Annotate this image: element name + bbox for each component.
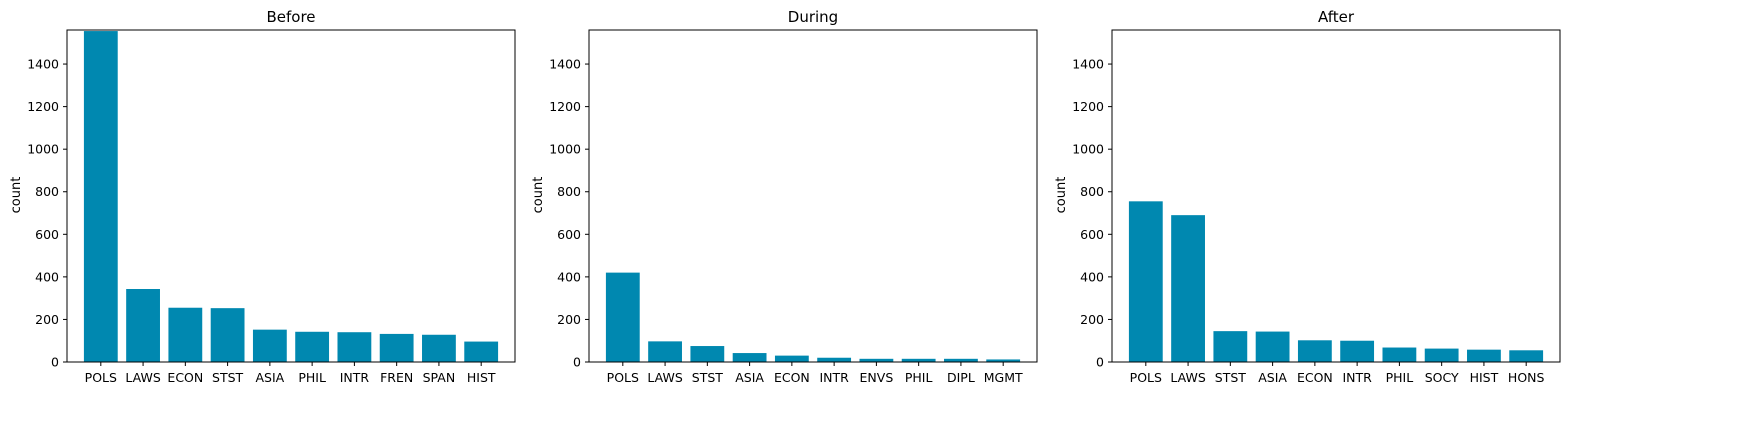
- x-tick-label: LAWS: [125, 370, 160, 385]
- x-tick-label: DIPL: [947, 370, 975, 385]
- y-tick-label: 400: [35, 269, 59, 284]
- y-axis-label: count: [531, 177, 546, 214]
- bar-hons: [1509, 350, 1544, 362]
- x-tick-label: ASIA: [1258, 370, 1287, 385]
- bar-laws: [126, 289, 160, 362]
- y-tick-label: 1400: [1072, 57, 1104, 72]
- y-tick-label: 1000: [549, 142, 581, 157]
- y-tick-label: 1400: [549, 57, 581, 72]
- bar-phil: [1382, 347, 1417, 362]
- x-tick-label: ENVS: [860, 370, 894, 385]
- y-tick-label: 200: [557, 312, 581, 327]
- x-tick-label: STST: [692, 370, 724, 385]
- chart-title: After: [1318, 8, 1355, 26]
- bar-phil: [901, 358, 936, 362]
- y-tick-label: 800: [1080, 184, 1104, 199]
- bar-stst: [210, 308, 245, 362]
- plot-frame: [588, 29, 1038, 363]
- bar-hist: [1467, 349, 1501, 362]
- y-tick-label: 1200: [27, 99, 59, 114]
- bar-econ: [774, 355, 809, 362]
- bar-mgmt: [986, 359, 1021, 362]
- y-tick-label: 1000: [27, 142, 59, 157]
- y-tick-label: 200: [1080, 312, 1104, 327]
- bar-pols: [83, 31, 118, 363]
- bar-hist: [464, 341, 499, 362]
- bar-intr: [337, 332, 372, 362]
- x-tick-label: LAWS: [647, 370, 682, 385]
- x-tick-label: STST: [1215, 370, 1247, 385]
- x-tick-label: POLS: [607, 370, 639, 385]
- bar-socy: [1424, 348, 1459, 362]
- y-tick-label: 0: [573, 355, 581, 370]
- y-tick-label: 1000: [1072, 142, 1104, 157]
- x-tick-label: MGMT: [984, 370, 1023, 385]
- bar-stst: [690, 346, 725, 362]
- x-tick-label: STST: [212, 370, 244, 385]
- x-tick-label: POLS: [1130, 370, 1162, 385]
- bar-intr: [1340, 340, 1375, 362]
- x-tick-label: ECON: [167, 370, 203, 385]
- x-tick-label: INTR: [1342, 370, 1372, 385]
- x-tick-label: HIST: [1470, 370, 1499, 385]
- bar-pols: [1128, 201, 1163, 362]
- bar-dipl: [944, 358, 978, 362]
- chart-panel-after: After count POLS LAWS STST ASIA ECON INTR PHIL…: [1054, 8, 1561, 385]
- bar-fren: [379, 333, 414, 362]
- bar-econ: [1297, 340, 1332, 362]
- y-tick-label: 200: [35, 312, 59, 327]
- y-tick-label: 800: [557, 184, 581, 199]
- bar-laws: [648, 341, 682, 362]
- bar-intr: [817, 357, 852, 362]
- plot-frame: [66, 29, 516, 363]
- y-tick-label: 1200: [1072, 99, 1104, 114]
- bar-econ: [168, 307, 203, 362]
- bar-stst: [1213, 331, 1248, 362]
- chart-panel-before: Before count POLS LAWS ECON STST ASIA PHIL INT…: [9, 8, 516, 385]
- y-tick-label: 0: [1096, 355, 1104, 370]
- x-tick-label: FREN: [380, 370, 413, 385]
- x-tick-label: INTR: [340, 370, 370, 385]
- y-tick-label: 400: [1080, 269, 1104, 284]
- x-tick-label: PHIL: [905, 370, 933, 385]
- x-tick-label: LAWS: [1170, 370, 1205, 385]
- y-tick-label: 1400: [27, 57, 59, 72]
- x-tick-label: PHIL: [298, 370, 326, 385]
- y-axis-label: count: [9, 177, 24, 214]
- chart-title: Before: [266, 8, 315, 26]
- y-tick-label: 400: [557, 269, 581, 284]
- x-tick-label: HONS: [1508, 370, 1545, 385]
- x-tick-label: SPAN: [423, 370, 456, 385]
- bar-asia: [252, 329, 287, 362]
- chart-title: During: [788, 8, 838, 26]
- x-tick-label: INTR: [819, 370, 849, 385]
- x-tick-label: ECON: [774, 370, 810, 385]
- y-tick-label: 1200: [549, 99, 581, 114]
- bar-span: [422, 334, 456, 362]
- bar-asia: [732, 353, 767, 362]
- y-tick-label: 600: [1080, 227, 1104, 242]
- bar-laws: [1171, 215, 1205, 362]
- x-tick-label: PHIL: [1386, 370, 1414, 385]
- y-tick-label: 600: [35, 227, 59, 242]
- y-tick-label: 0: [51, 355, 59, 370]
- x-tick-label: ECON: [1297, 370, 1333, 385]
- bar-envs: [859, 358, 894, 362]
- x-tick-label: SOCY: [1425, 370, 1459, 385]
- x-tick-label: ASIA: [735, 370, 764, 385]
- y-tick-label: 800: [35, 184, 59, 199]
- bar-pols: [605, 272, 640, 362]
- x-tick-label: ASIA: [256, 370, 285, 385]
- plot-frame: [1111, 29, 1561, 363]
- bar-asia: [1255, 331, 1290, 362]
- x-tick-label: POLS: [85, 370, 117, 385]
- y-axis-label: count: [1054, 177, 1069, 214]
- y-tick-label: 600: [557, 227, 581, 242]
- chart-panel-during: During count POLS LAWS STST ASIA ECON INTR ENV…: [531, 8, 1038, 385]
- bar-phil: [295, 331, 330, 362]
- x-tick-label: HIST: [467, 370, 496, 385]
